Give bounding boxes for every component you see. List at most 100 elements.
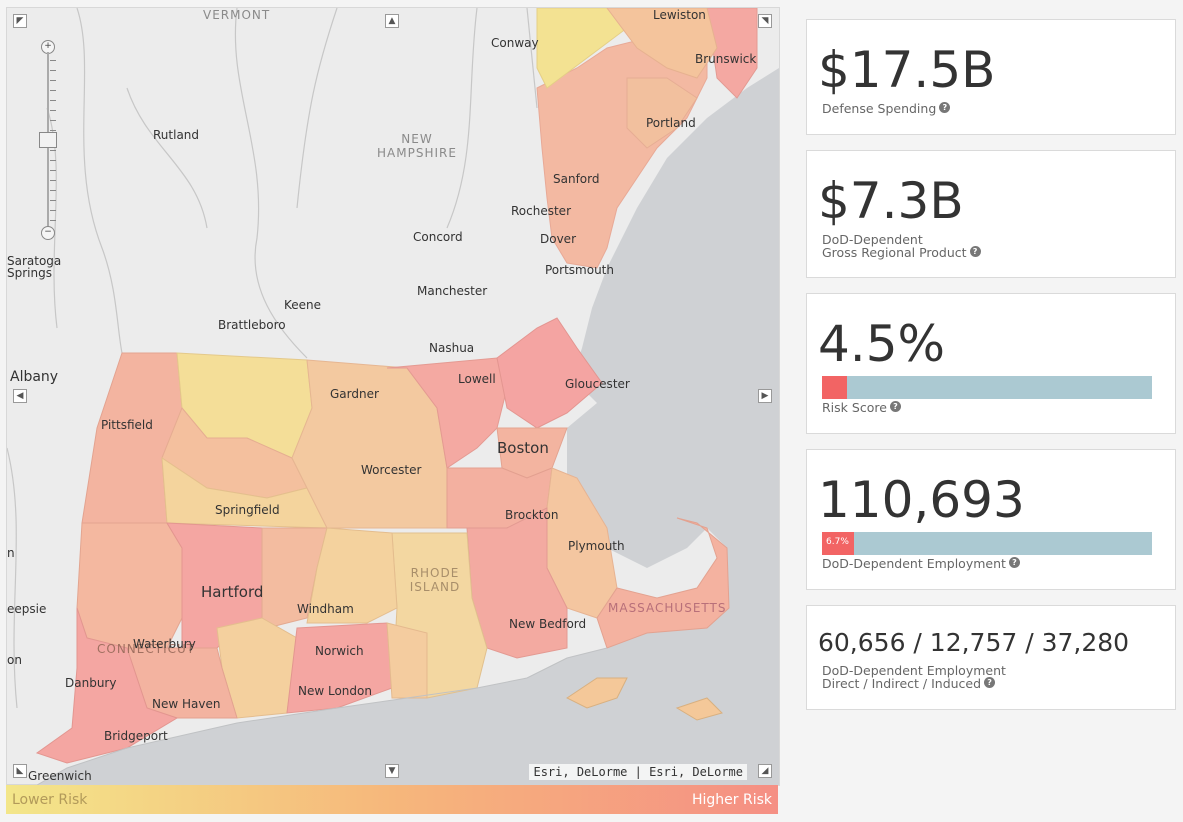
state-label-massachusetts: MASSACHUSETTS [608, 601, 727, 615]
city-new-bedford: New Bedford [509, 617, 587, 631]
region-maine-east [706, 8, 758, 99]
zoom-thumb[interactable] [39, 132, 57, 148]
state-label-vermont: VERMONT [203, 8, 271, 22]
zoom-slider[interactable]: + − [39, 40, 57, 240]
city-brockton: Brockton [505, 508, 559, 522]
gross-product-label: DoD-Dependent Gross Regional Product? [822, 233, 981, 259]
zoom-tick [50, 180, 56, 181]
city-conway: Conway [491, 36, 539, 50]
risk-score-bar [822, 376, 1152, 399]
arrow-right-icon[interactable]: ▶ [758, 389, 772, 403]
card-gross-product: $7.3B DoD-Dependent Gross Regional Produ… [806, 150, 1176, 278]
city-brunswick: Brunswick [695, 52, 757, 66]
arrow-se-icon[interactable]: ◢ [758, 764, 772, 778]
arrow-ne-icon[interactable]: ◥ [758, 14, 772, 28]
city-gardner: Gardner [330, 387, 379, 401]
city-danbury: Danbury [65, 676, 117, 690]
employment-bar: 6.7% [822, 532, 1152, 555]
zoom-tick [50, 130, 56, 131]
zoom-tick [50, 170, 56, 171]
legend-high-label: Higher Risk [691, 792, 772, 808]
city-lewiston: Lewiston [653, 8, 706, 22]
city-brattleboro: Brattleboro [218, 318, 286, 332]
state-borders [7, 8, 538, 709]
zoom-tick [50, 70, 56, 71]
map[interactable]: VERMONT NEW HAMPSHIRE RHODE ISLAND MASSA… [6, 7, 780, 786]
zoom-tick [50, 150, 56, 151]
arrow-sw-icon[interactable]: ◣ [13, 764, 27, 778]
help-icon[interactable]: ? [1008, 557, 1020, 568]
city-norwich: Norwich [315, 644, 364, 658]
city-rutland: Rutland [153, 128, 200, 142]
zoom-tick [50, 160, 56, 161]
city-keene: Keene [284, 298, 322, 312]
region-cape [596, 517, 730, 649]
zoom-tick [50, 100, 56, 101]
city-dover: Dover [540, 232, 576, 246]
zoom-out-icon[interactable]: − [41, 226, 55, 240]
region-nantucket [675, 697, 723, 721]
arrow-left-icon[interactable]: ◀ [13, 389, 27, 403]
city-boston: Boston [497, 439, 549, 457]
city-portsmouth: Portsmouth [545, 263, 614, 277]
map-attribution: Esri, DeLorme | Esri, DeLorme [529, 764, 747, 780]
card-employment: 110,693 6.7% DoD-Dependent Employment? [806, 449, 1176, 590]
state-label-rhode-island: RHODE ISLAND [409, 566, 461, 594]
region-maine-coast [626, 77, 698, 149]
city-nashua: Nashua [429, 341, 475, 355]
city-edge-on: on [7, 653, 22, 667]
region-new-london [286, 622, 393, 714]
zoom-tick [50, 60, 56, 61]
city-concord: Concord [413, 230, 463, 244]
region-marthas-vineyard [566, 677, 628, 709]
city-new-haven: New Haven [152, 697, 221, 711]
zoom-tick [50, 190, 56, 191]
employment-value: 110,693 [818, 471, 1025, 529]
help-icon[interactable]: ? [939, 102, 951, 113]
region-essex [496, 317, 603, 429]
city-albany: Albany [10, 369, 59, 385]
region-east-coast-ri [386, 622, 428, 699]
city-gloucester: Gloucester [565, 377, 630, 391]
defense-spending-label: Defense Spending? [822, 102, 951, 115]
state-label-new-hampshire: NEW HAMPSHIRE [377, 132, 457, 160]
employment-bar-fill: 6.7% [822, 532, 854, 555]
risk-score-value: 4.5% [818, 315, 946, 373]
zoom-tick [50, 210, 56, 211]
arrow-down-icon[interactable]: ▼ [385, 764, 399, 778]
city-manchester: Manchester [417, 284, 488, 298]
city-worcester: Worcester [361, 463, 422, 477]
zoom-tick [50, 90, 56, 91]
arrow-up-icon[interactable]: ▲ [385, 14, 399, 28]
arrow-nw-icon[interactable]: ◤ [13, 14, 27, 28]
risk-legend: Lower Risk Higher Risk [6, 785, 778, 814]
city-lowell: Lowell [458, 372, 496, 386]
card-defense-spending: $17.5B Defense Spending? [806, 19, 1176, 135]
city-bridgeport: Bridgeport [104, 729, 168, 743]
help-icon[interactable]: ? [984, 677, 996, 688]
state-label-connecticut: CONNECTICUT [97, 642, 196, 656]
risk-score-label: Risk Score? [822, 401, 901, 414]
city-edge-n: n [7, 546, 15, 560]
help-icon[interactable]: ? [969, 246, 981, 257]
card-risk-score: 4.5% Risk Score? [806, 293, 1176, 434]
region-windham [306, 527, 398, 624]
city-portland: Portland [646, 116, 696, 130]
risk-score-bar-fill [822, 376, 847, 399]
map-canvas[interactable] [7, 8, 779, 785]
region-maine-north [536, 8, 628, 89]
city-hartford: Hartford [201, 583, 264, 601]
gross-product-value: $7.3B [818, 172, 964, 230]
employment-label: DoD-Dependent Employment? [822, 557, 1020, 570]
city-edge-eepsie: eepsie [7, 602, 47, 616]
zoom-tick [50, 220, 56, 221]
legend-low-label: Lower Risk [12, 792, 88, 808]
employment-breakdown-label: DoD-Dependent Employment Direct / Indire… [822, 663, 1006, 691]
help-icon[interactable]: ? [889, 401, 901, 412]
city-rochester: Rochester [511, 204, 571, 218]
employment-bar-text: 6.7% [826, 537, 849, 547]
ocean-edge [7, 647, 608, 785]
zoom-tick [50, 120, 56, 121]
zoom-tick [50, 110, 56, 111]
city-springfield: Springfield [215, 503, 280, 517]
